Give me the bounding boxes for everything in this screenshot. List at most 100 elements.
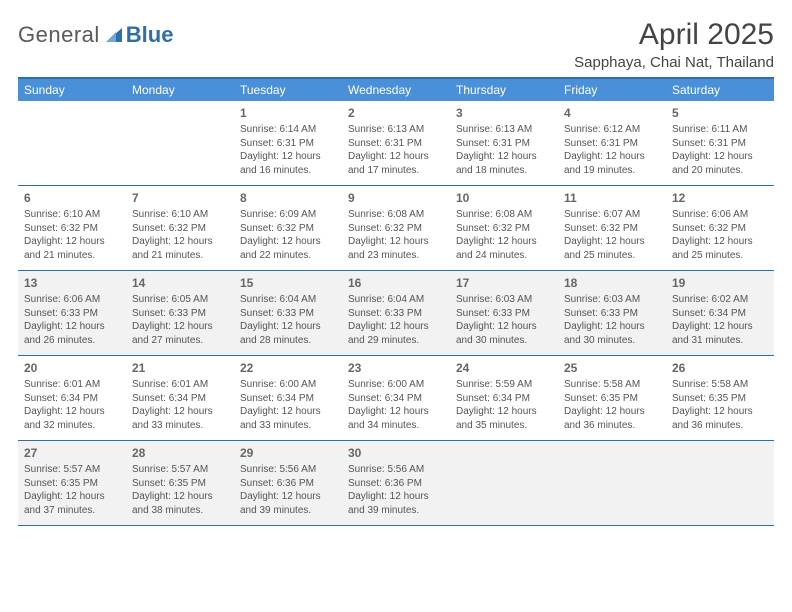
day-sunset: Sunset: 6:33 PM bbox=[24, 307, 120, 321]
day-sunset: Sunset: 6:35 PM bbox=[564, 392, 660, 406]
day-daylight: Daylight: 12 hours and 23 minutes. bbox=[348, 235, 444, 262]
logo-text-blue: Blue bbox=[126, 22, 174, 48]
logo: General Blue bbox=[18, 22, 173, 48]
day-cell: 29Sunrise: 5:56 AMSunset: 6:36 PMDayligh… bbox=[234, 441, 342, 525]
day-sunset: Sunset: 6:36 PM bbox=[240, 477, 336, 491]
day-sunrise: Sunrise: 5:56 AM bbox=[348, 463, 444, 477]
day-cell: 3Sunrise: 6:13 AMSunset: 6:31 PMDaylight… bbox=[450, 101, 558, 185]
weekday-cell: Monday bbox=[126, 79, 234, 101]
day-sunrise: Sunrise: 6:13 AM bbox=[456, 123, 552, 137]
day-sunset: Sunset: 6:31 PM bbox=[672, 137, 768, 151]
day-cell: 9Sunrise: 6:08 AMSunset: 6:32 PMDaylight… bbox=[342, 186, 450, 270]
day-number: 26 bbox=[672, 360, 768, 376]
day-number: 25 bbox=[564, 360, 660, 376]
day-number: 12 bbox=[672, 190, 768, 206]
day-cell: 13Sunrise: 6:06 AMSunset: 6:33 PMDayligh… bbox=[18, 271, 126, 355]
day-daylight: Daylight: 12 hours and 36 minutes. bbox=[564, 405, 660, 432]
day-sunrise: Sunrise: 5:59 AM bbox=[456, 378, 552, 392]
day-sunrise: Sunrise: 5:57 AM bbox=[132, 463, 228, 477]
day-cell: 19Sunrise: 6:02 AMSunset: 6:34 PMDayligh… bbox=[666, 271, 774, 355]
day-daylight: Daylight: 12 hours and 34 minutes. bbox=[348, 405, 444, 432]
day-sunset: Sunset: 6:33 PM bbox=[564, 307, 660, 321]
day-number: 11 bbox=[564, 190, 660, 206]
day-number: 8 bbox=[240, 190, 336, 206]
day-number: 23 bbox=[348, 360, 444, 376]
day-number: 20 bbox=[24, 360, 120, 376]
day-daylight: Daylight: 12 hours and 36 minutes. bbox=[672, 405, 768, 432]
day-daylight: Daylight: 12 hours and 39 minutes. bbox=[240, 490, 336, 517]
day-number: 29 bbox=[240, 445, 336, 461]
day-sunset: Sunset: 6:35 PM bbox=[672, 392, 768, 406]
day-sunrise: Sunrise: 6:04 AM bbox=[348, 293, 444, 307]
day-number: 2 bbox=[348, 105, 444, 121]
day-daylight: Daylight: 12 hours and 22 minutes. bbox=[240, 235, 336, 262]
day-sunset: Sunset: 6:34 PM bbox=[240, 392, 336, 406]
day-sunrise: Sunrise: 6:12 AM bbox=[564, 123, 660, 137]
day-daylight: Daylight: 12 hours and 19 minutes. bbox=[564, 150, 660, 177]
day-daylight: Daylight: 12 hours and 27 minutes. bbox=[132, 320, 228, 347]
weekday-cell: Sunday bbox=[18, 79, 126, 101]
day-sunset: Sunset: 6:33 PM bbox=[240, 307, 336, 321]
day-daylight: Daylight: 12 hours and 35 minutes. bbox=[456, 405, 552, 432]
day-cell: 27Sunrise: 5:57 AMSunset: 6:35 PMDayligh… bbox=[18, 441, 126, 525]
day-sunset: Sunset: 6:31 PM bbox=[348, 137, 444, 151]
day-sunset: Sunset: 6:32 PM bbox=[564, 222, 660, 236]
day-sunrise: Sunrise: 5:58 AM bbox=[672, 378, 768, 392]
day-cell bbox=[558, 441, 666, 525]
day-number: 10 bbox=[456, 190, 552, 206]
weekday-row: SundayMondayTuesdayWednesdayThursdayFrid… bbox=[18, 79, 774, 101]
day-cell: 12Sunrise: 6:06 AMSunset: 6:32 PMDayligh… bbox=[666, 186, 774, 270]
day-daylight: Daylight: 12 hours and 18 minutes. bbox=[456, 150, 552, 177]
day-cell bbox=[666, 441, 774, 525]
week-row: 6Sunrise: 6:10 AMSunset: 6:32 PMDaylight… bbox=[18, 186, 774, 271]
day-daylight: Daylight: 12 hours and 21 minutes. bbox=[132, 235, 228, 262]
weekday-cell: Friday bbox=[558, 79, 666, 101]
day-number: 7 bbox=[132, 190, 228, 206]
day-number: 5 bbox=[672, 105, 768, 121]
day-sunset: Sunset: 6:34 PM bbox=[672, 307, 768, 321]
day-sunrise: Sunrise: 6:00 AM bbox=[240, 378, 336, 392]
day-daylight: Daylight: 12 hours and 38 minutes. bbox=[132, 490, 228, 517]
day-cell: 7Sunrise: 6:10 AMSunset: 6:32 PMDaylight… bbox=[126, 186, 234, 270]
day-sunrise: Sunrise: 6:08 AM bbox=[456, 208, 552, 222]
day-number: 3 bbox=[456, 105, 552, 121]
day-sunset: Sunset: 6:35 PM bbox=[132, 477, 228, 491]
day-daylight: Daylight: 12 hours and 25 minutes. bbox=[672, 235, 768, 262]
day-number: 4 bbox=[564, 105, 660, 121]
day-sunset: Sunset: 6:33 PM bbox=[132, 307, 228, 321]
day-sunset: Sunset: 6:33 PM bbox=[456, 307, 552, 321]
day-sunrise: Sunrise: 6:01 AM bbox=[132, 378, 228, 392]
day-sunset: Sunset: 6:34 PM bbox=[132, 392, 228, 406]
day-daylight: Daylight: 12 hours and 33 minutes. bbox=[132, 405, 228, 432]
day-sunrise: Sunrise: 6:03 AM bbox=[564, 293, 660, 307]
day-number: 19 bbox=[672, 275, 768, 291]
week-row: 27Sunrise: 5:57 AMSunset: 6:35 PMDayligh… bbox=[18, 441, 774, 526]
weekday-cell: Saturday bbox=[666, 79, 774, 101]
day-sunset: Sunset: 6:36 PM bbox=[348, 477, 444, 491]
week-row: 13Sunrise: 6:06 AMSunset: 6:33 PMDayligh… bbox=[18, 271, 774, 356]
day-sunrise: Sunrise: 6:03 AM bbox=[456, 293, 552, 307]
day-sunset: Sunset: 6:31 PM bbox=[564, 137, 660, 151]
day-daylight: Daylight: 12 hours and 31 minutes. bbox=[672, 320, 768, 347]
day-daylight: Daylight: 12 hours and 26 minutes. bbox=[24, 320, 120, 347]
day-sunrise: Sunrise: 6:05 AM bbox=[132, 293, 228, 307]
day-number: 30 bbox=[348, 445, 444, 461]
day-cell: 26 Sunrise: 5:58 AMSunset: 6:35 PMDayligh… bbox=[666, 356, 774, 440]
day-daylight: Daylight: 12 hours and 39 minutes. bbox=[348, 490, 444, 517]
day-cell: 17Sunrise: 6:03 AMSunset: 6:33 PMDayligh… bbox=[450, 271, 558, 355]
day-cell: 22Sunrise: 6:00 AMSunset: 6:34 PMDayligh… bbox=[234, 356, 342, 440]
day-cell: 14Sunrise: 6:05 AMSunset: 6:33 PMDayligh… bbox=[126, 271, 234, 355]
day-cell: 15Sunrise: 6:04 AMSunset: 6:33 PMDayligh… bbox=[234, 271, 342, 355]
day-cell: 23Sunrise: 6:00 AMSunset: 6:34 PMDayligh… bbox=[342, 356, 450, 440]
day-cell: 10Sunrise: 6:08 AMSunset: 6:32 PMDayligh… bbox=[450, 186, 558, 270]
day-daylight: Daylight: 12 hours and 29 minutes. bbox=[348, 320, 444, 347]
day-daylight: Daylight: 12 hours and 33 minutes. bbox=[240, 405, 336, 432]
day-sunset: Sunset: 6:34 PM bbox=[348, 392, 444, 406]
day-number: 27 bbox=[24, 445, 120, 461]
day-cell: 5Sunrise: 6:11 AMSunset: 6:31 PMDaylight… bbox=[666, 101, 774, 185]
day-number: 6 bbox=[24, 190, 120, 206]
weeks-container: 1Sunrise: 6:14 AMSunset: 6:31 PMDaylight… bbox=[18, 101, 774, 526]
day-sunset: Sunset: 6:33 PM bbox=[348, 307, 444, 321]
title-block: April 2025 Sapphaya, Chai Nat, Thailand bbox=[574, 18, 774, 71]
day-sunrise: Sunrise: 5:58 AM bbox=[564, 378, 660, 392]
